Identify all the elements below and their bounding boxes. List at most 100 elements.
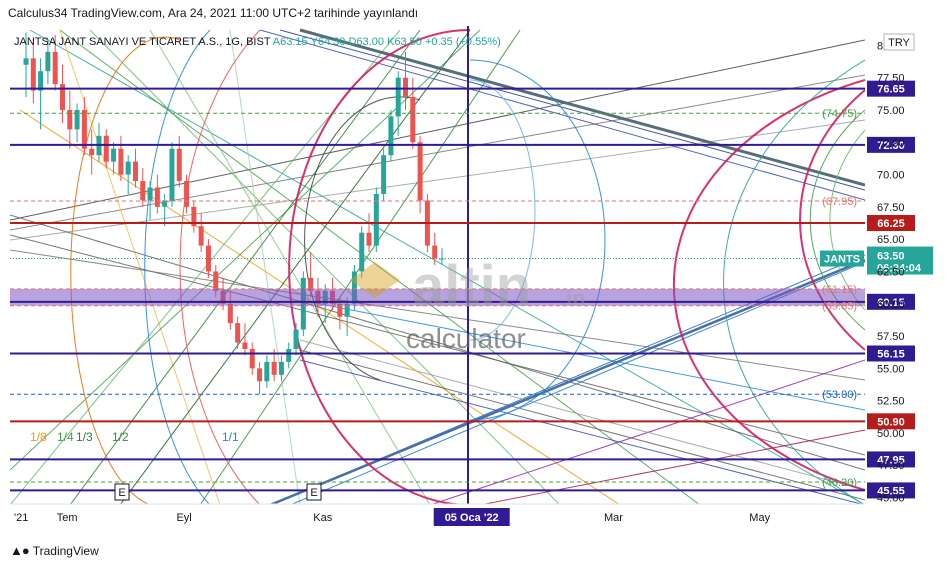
candle-body: [271, 361, 277, 375]
candle-body: [89, 148, 95, 156]
level-tag: [867, 136, 915, 153]
candle-body: [235, 323, 241, 343]
candle-body: [410, 97, 416, 143]
dashed-level-label: (61.15): [822, 284, 857, 296]
candle-body: [278, 361, 284, 375]
candle-body: [140, 181, 146, 201]
candle: [125, 155, 131, 194]
level-tag-label: 50.90: [877, 416, 905, 428]
price-tick-label: 47.50: [877, 460, 905, 472]
level-tag-label: 76.65: [877, 84, 905, 96]
earnings-marker: [306, 483, 322, 501]
candle: [249, 342, 255, 375]
price-axis[interactable]: 8077.5075.0072.5070.0067.5065.0062.5060.…: [877, 33, 915, 505]
dashed-level-label: (67.95): [822, 196, 857, 208]
watermark-suffix: .in: [560, 286, 586, 311]
candle: [184, 174, 190, 214]
level-tag-label: 56.15: [877, 348, 905, 360]
candle-body: [30, 58, 36, 91]
candle-body: [147, 187, 153, 201]
trend-line-down: [299, 28, 865, 187]
level-tag-label: 66.25: [877, 218, 905, 230]
candle-body: [403, 77, 409, 98]
date-tick-label: May: [749, 512, 770, 524]
candle-body: [169, 148, 175, 201]
candle: [432, 232, 438, 265]
candle: [118, 135, 124, 182]
candle-body: [45, 51, 51, 72]
symbol-name: JANTSA JANT SANAYI VE TICARET A.S., 1G, …: [14, 36, 271, 48]
current-price-label: 63.50: [877, 251, 905, 263]
symbol-legend[interactable]: JANTSA JANT SANAYI VE TICARET A.S., 1G, …: [14, 36, 501, 48]
price-tick-label: 45.00: [877, 493, 905, 505]
candle-body: [337, 303, 343, 317]
candle: [52, 35, 58, 91]
gann-arc-8: [144, 29, 211, 504]
candle: [242, 323, 248, 356]
fan-line-25: [299, 339, 865, 491]
candle: [74, 103, 80, 143]
date-highlight-tag: [433, 508, 510, 526]
event-markers: E E 1/8 1/4 1/3 1/2 1/1: [30, 430, 322, 501]
fan-line-9: [59, 29, 221, 504]
ohlc-close: K63.50: [387, 36, 422, 48]
candle-body: [351, 271, 357, 304]
publish-info: Calculus34 TradingView.com, Ara 24, 2021…: [8, 6, 419, 20]
candle-body: [125, 161, 131, 175]
ohlc-change: +0.35 (+0.55%): [424, 36, 501, 48]
candle: [140, 168, 146, 207]
price-tick-label: 50.00: [877, 428, 905, 440]
candle: [38, 58, 44, 130]
candle-body: [38, 71, 44, 91]
fan-line-15: [10, 29, 481, 471]
price-tick-label: 65.00: [877, 234, 905, 246]
candle: [169, 142, 175, 207]
candle-body: [373, 193, 379, 246]
currency-label: TRY: [888, 37, 910, 49]
candle: [286, 342, 292, 369]
level-tag: [867, 80, 915, 97]
current-price-tag: [867, 246, 933, 275]
candle: [162, 193, 168, 227]
level-tag-label: 60.15: [877, 297, 905, 309]
candle: [257, 361, 263, 395]
fan-line-14: [10, 249, 865, 381]
fan-ratio-label: 1/2: [112, 430, 129, 444]
ohlc-low: D63.00: [348, 36, 384, 48]
candle: [103, 129, 109, 169]
candle-body: [191, 206, 197, 227]
time-axis[interactable]: '21 Tem Eyl Kas 05 Oca '22 Mar May: [10, 503, 865, 526]
level-tag-label: 47.95: [877, 454, 905, 466]
gann-arc-1: [799, 89, 865, 351]
candle-body: [227, 303, 233, 324]
candle-body: [344, 303, 350, 317]
candle-body: [264, 361, 270, 382]
tradingview-logo[interactable]: ▲● TradingView: [10, 543, 99, 558]
candle: [30, 38, 36, 104]
drawing-layer: [10, 26, 865, 504]
candle-body: [154, 187, 160, 207]
candle: [366, 213, 372, 253]
level-tag: [867, 345, 915, 362]
price-tick-label: 70.00: [877, 170, 905, 182]
fan-ratio-label: 1/3: [76, 430, 93, 444]
gann-arc-0: [288, 29, 471, 504]
earnings-marker: [114, 483, 130, 501]
fan-line-7: [229, 29, 301, 504]
date-tick-label: Eyl: [176, 512, 191, 524]
candle-body: [395, 77, 401, 117]
current-price-countdown: 06:24:04: [877, 263, 922, 275]
candle: [388, 109, 394, 162]
watermark-logo-icon: [350, 262, 400, 298]
candle: [198, 213, 204, 253]
candle: [23, 32, 29, 98]
fan-line-24: [299, 349, 865, 501]
candle: [373, 187, 379, 253]
price-tick-label: 77.50: [877, 73, 905, 85]
candle-body: [118, 148, 124, 175]
fan-line-12: [10, 214, 865, 471]
candle: [403, 51, 409, 110]
candle-body: [184, 181, 190, 207]
level-layer: 76.65 72.30 66.25 60.15 56.15 50.90 47.95 45.55…: [10, 80, 933, 499]
